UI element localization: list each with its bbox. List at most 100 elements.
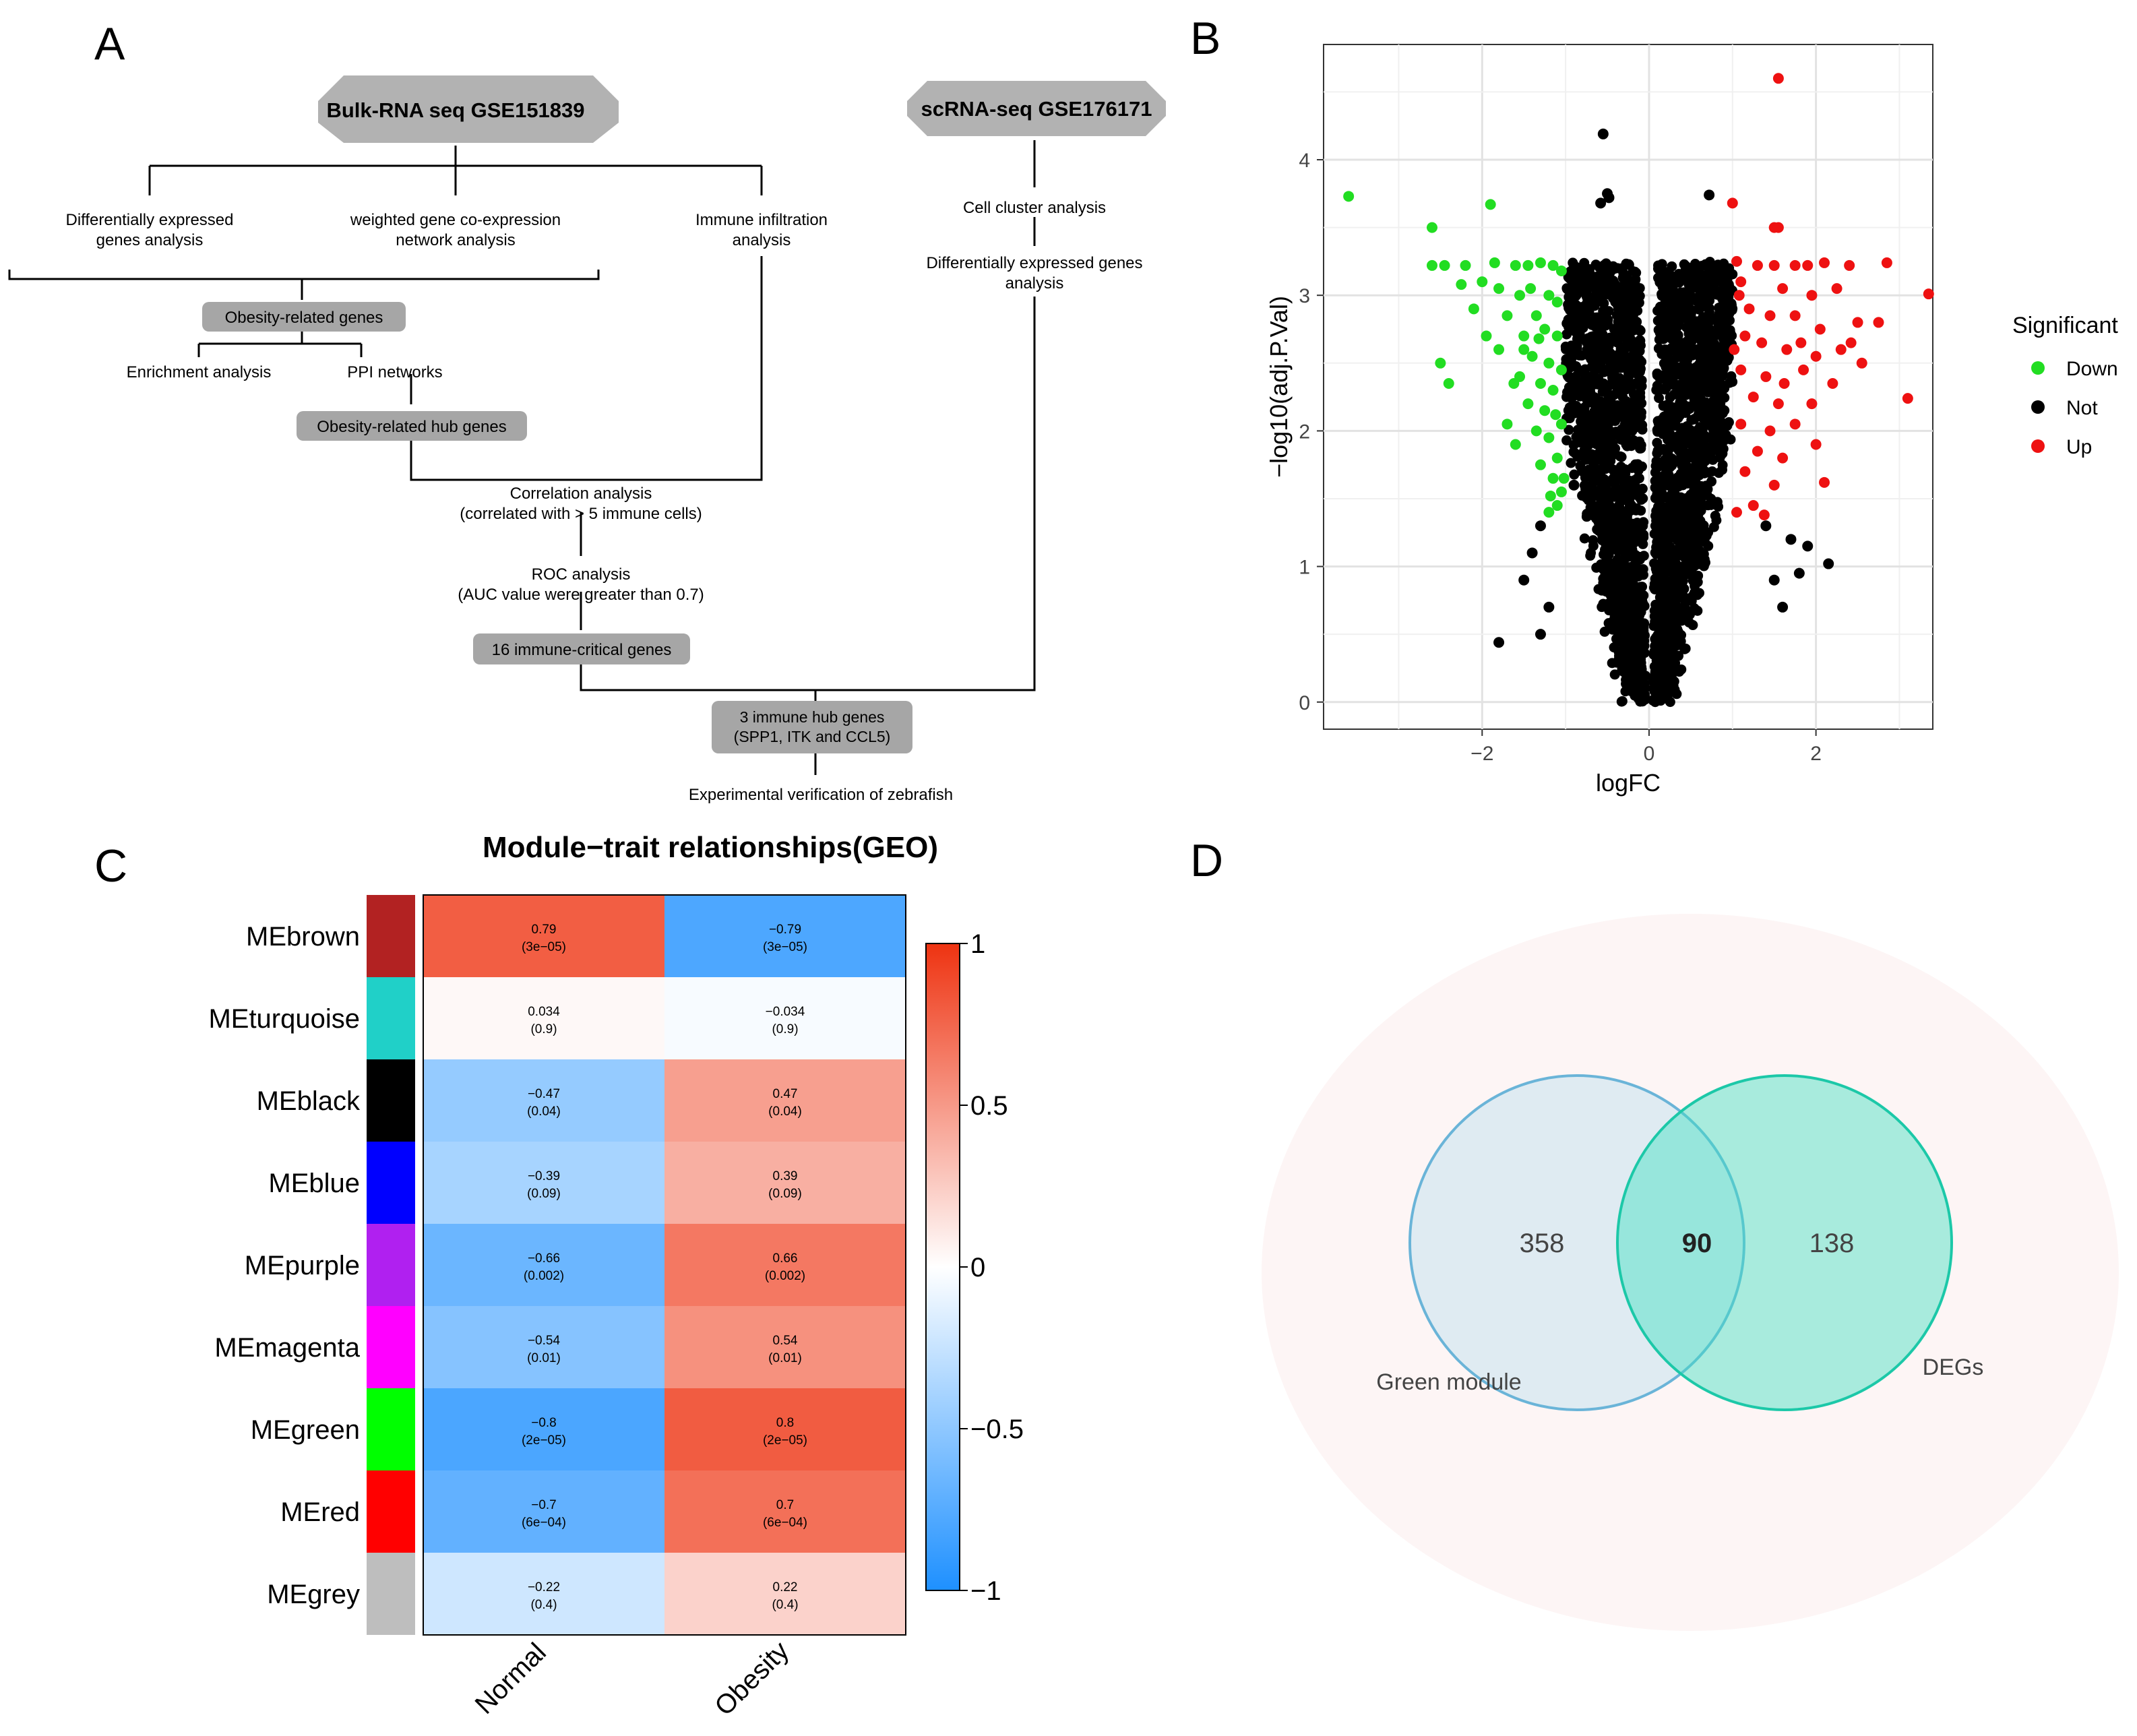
volcano-point-not-cloud xyxy=(1712,441,1723,452)
volcano-point-not xyxy=(1526,547,1538,559)
heatmap-cell-pvalue: (0.9) xyxy=(772,1022,798,1036)
heatmap-cell-pvalue: (0.01) xyxy=(527,1351,561,1365)
volcano-point-not-cloud xyxy=(1718,258,1729,269)
volcano-point-not-cloud xyxy=(1616,263,1627,274)
volcano-point-not-cloud xyxy=(1700,447,1711,458)
volcano-point-not-cloud xyxy=(1695,553,1706,564)
volcano-point-not-cloud xyxy=(1651,514,1662,524)
volcano-point-not-cloud xyxy=(1717,408,1728,418)
volcano-point-not-cloud xyxy=(1676,629,1687,640)
heatmap-cell-pvalue: (0.01) xyxy=(768,1351,802,1365)
heatmap-cell-pvalue: (0.9) xyxy=(530,1022,557,1036)
volcano-point-not-cloud xyxy=(1686,346,1697,356)
volcano-point-down xyxy=(1526,350,1538,362)
volcano-point-not-cloud xyxy=(1630,625,1640,636)
volcano-y-tick-label: 1 xyxy=(1299,557,1310,579)
volcano-point-not-cloud xyxy=(1569,469,1580,480)
volcano-point-not-cloud xyxy=(1678,493,1689,504)
volcano-point-not-cloud xyxy=(1678,527,1689,538)
volcano-point-up xyxy=(1743,303,1755,315)
volcano-point-not-cloud xyxy=(1652,483,1663,494)
heatmap-cell xyxy=(423,977,664,1059)
volcano-point-up xyxy=(1835,344,1847,355)
volcano-point-not-cloud xyxy=(1675,410,1685,421)
volcano-point-down xyxy=(1539,323,1551,335)
obesity-genes-label: Obesity-related genes xyxy=(225,309,383,327)
volcano-point-up xyxy=(1772,73,1784,84)
heatmap-row-label: MEred xyxy=(280,1497,360,1527)
ppi-label: PPI networks xyxy=(347,363,442,381)
volcano-point-down xyxy=(1555,486,1567,497)
volcano-point-not-cloud xyxy=(1694,300,1705,311)
volcano-y-tick-label: 2 xyxy=(1299,421,1310,443)
heatmap-cell-value: 0.22 xyxy=(773,1580,798,1594)
heatmap-cell-pvalue: (0.4) xyxy=(772,1598,798,1612)
volcano-point-not-cloud xyxy=(1613,650,1624,661)
panel-label-d: D xyxy=(1190,835,1223,886)
volcano-point-up xyxy=(1781,344,1793,355)
volcano-point-not-cloud xyxy=(1602,598,1613,609)
heatmap-cell-pvalue: (3e−05) xyxy=(763,940,807,954)
volcano-point-not-cloud xyxy=(1612,350,1623,361)
volcano-point-not-cloud xyxy=(1661,631,1672,642)
volcano-point-not-cloud xyxy=(1616,696,1627,707)
heatmap-row-label: MEmagenta xyxy=(214,1333,360,1363)
volcano-point-down xyxy=(1551,452,1563,464)
volcano-point-not-cloud xyxy=(1634,440,1644,451)
volcano-point-not-cloud xyxy=(1669,526,1680,537)
volcano-point-not-cloud xyxy=(1723,309,1734,319)
volcano-point-not-cloud xyxy=(1579,404,1590,415)
volcano-legend-title: Significant xyxy=(2012,313,2118,338)
volcano-point-not-cloud xyxy=(1607,658,1617,669)
volcano-point-not-cloud xyxy=(1632,503,1642,514)
volcano-point-not-cloud xyxy=(1686,414,1697,425)
volcano-point-not-cloud xyxy=(1603,462,1614,472)
heatmap-cell-pvalue: (2e−05) xyxy=(763,1433,807,1448)
volcano-point-not-cloud xyxy=(1662,373,1673,384)
colorbar-tick-label: 0 xyxy=(970,1253,985,1282)
volcano-point-not-cloud xyxy=(1594,437,1605,448)
volcano-point-not-cloud xyxy=(1615,282,1625,292)
volcano-point-up xyxy=(1806,290,1818,301)
volcano-point-not-cloud xyxy=(1650,599,1661,610)
heatmap-row-swatch xyxy=(367,1470,415,1553)
volcano-point-not-cloud xyxy=(1706,358,1717,369)
heatmap-cell-value: −0.54 xyxy=(528,1334,561,1348)
volcano-point-not-cloud xyxy=(1623,655,1634,666)
volcano-point-not-cloud xyxy=(1660,546,1671,557)
volcano-point-not-cloud xyxy=(1563,382,1574,393)
colorbar-tick-label: −0.5 xyxy=(970,1415,1024,1444)
volcano-point-down xyxy=(1522,259,1534,271)
volcano-point-down xyxy=(1522,398,1534,410)
volcano-point-up xyxy=(1789,259,1801,271)
volcano-point-not-cloud xyxy=(1625,634,1636,645)
volcano-point-up xyxy=(1756,337,1768,348)
volcano-point-not-cloud xyxy=(1579,480,1590,491)
volcano-point-not-cloud xyxy=(1723,417,1734,428)
wgcna-line1: weighted gene co-expression xyxy=(350,211,561,229)
volcano-point-not-cloud xyxy=(1696,481,1707,492)
deg-line2: genes analysis xyxy=(96,231,204,249)
volcano-point-down xyxy=(1426,259,1437,271)
volcano-point-not-cloud xyxy=(1675,287,1686,298)
heatmap-cell xyxy=(423,1224,664,1306)
volcano-point-not-cloud xyxy=(1614,373,1625,383)
volcano-point-not-cloud xyxy=(1628,325,1639,336)
volcano-point-not-cloud xyxy=(1717,340,1728,351)
volcano-point-not-cloud xyxy=(1671,594,1682,605)
volcano-point-not-cloud xyxy=(1622,562,1633,573)
volcano-point-down xyxy=(1501,418,1513,430)
volcano-point-not-cloud xyxy=(1648,677,1659,687)
volcano-point-up xyxy=(1798,364,1809,375)
volcano-point-up xyxy=(1810,439,1822,450)
heatmap-cell-pvalue: (6e−04) xyxy=(522,1516,566,1530)
heatmap-cell-value: −0.8 xyxy=(531,1416,557,1430)
volcano-point-down xyxy=(1443,377,1454,389)
volcano-point-not-cloud xyxy=(1600,545,1611,555)
volcano-point-not-cloud xyxy=(1608,261,1619,272)
volcano-point-down xyxy=(1514,290,1526,301)
volcano-point-up xyxy=(1902,393,1913,404)
heatmap-cell-value: −0.7 xyxy=(531,1498,557,1512)
cell-cluster-label: Cell cluster analysis xyxy=(963,199,1106,217)
